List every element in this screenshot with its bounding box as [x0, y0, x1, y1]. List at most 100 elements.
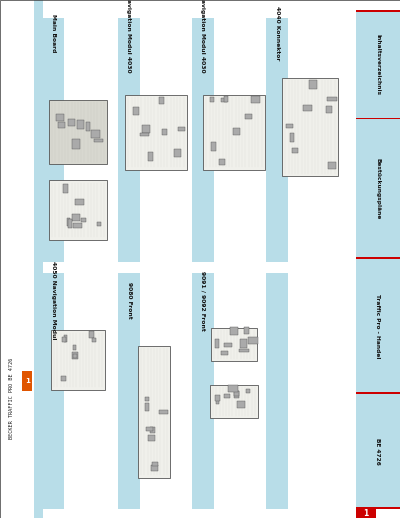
Bar [159, 410, 168, 413]
Bar [68, 219, 72, 228]
Bar [303, 105, 312, 111]
Bar [62, 337, 66, 342]
Bar [89, 330, 94, 338]
Text: Traffic Pro - Handel: Traffic Pro - Handel [376, 294, 380, 358]
Bar [118, 273, 140, 509]
Text: 9080 Front: 9080 Front [126, 282, 132, 319]
Bar [221, 351, 228, 355]
Bar [356, 507, 400, 509]
Bar [356, 509, 376, 518]
Bar [356, 259, 400, 394]
Text: 9091 / 9092 Front: 9091 / 9092 Front [200, 270, 206, 330]
Bar [239, 349, 248, 352]
Bar [219, 159, 225, 165]
Bar [228, 385, 238, 392]
Bar [86, 122, 90, 131]
Bar [356, 10, 400, 119]
Text: BECKER TRAFFIC PRO BE 4726: BECKER TRAFFIC PRO BE 4726 [10, 358, 14, 439]
Bar [97, 222, 100, 226]
Bar [292, 148, 298, 153]
Bar [140, 133, 149, 136]
Bar [64, 335, 67, 342]
Bar [142, 125, 150, 133]
Bar [328, 162, 336, 168]
Bar [356, 118, 400, 119]
Bar [326, 106, 332, 113]
Bar [233, 128, 240, 135]
Bar [192, 273, 214, 509]
Bar [246, 389, 250, 393]
Bar [138, 346, 170, 478]
Bar [72, 345, 76, 350]
Bar [42, 18, 64, 262]
Bar [174, 149, 181, 157]
Bar [92, 338, 96, 342]
Bar [327, 97, 337, 101]
Bar [56, 113, 64, 121]
Bar [152, 462, 158, 466]
Bar [356, 10, 400, 12]
Bar [245, 113, 252, 119]
Bar [72, 352, 78, 359]
Text: 1: 1 [363, 509, 368, 518]
Bar [148, 435, 156, 441]
Bar [72, 139, 80, 149]
Bar [61, 376, 66, 381]
Bar [0, 0, 34, 518]
Text: 4050 Navigation Modul: 4050 Navigation Modul [50, 261, 56, 340]
Text: Main Board: Main Board [50, 15, 56, 53]
Bar [150, 426, 155, 434]
Bar [58, 122, 65, 128]
Bar [244, 327, 249, 334]
Bar [148, 152, 153, 161]
Bar [356, 257, 400, 259]
Bar [224, 343, 232, 347]
Text: BE 4726: BE 4726 [376, 438, 380, 465]
Bar [215, 339, 219, 348]
Bar [356, 392, 400, 394]
Bar [73, 223, 82, 227]
Bar [248, 337, 258, 344]
Text: Navigation Modul 4030: Navigation Modul 4030 [200, 0, 206, 73]
Bar [76, 199, 84, 205]
Bar [203, 94, 265, 169]
Bar [222, 98, 227, 103]
Bar [309, 80, 316, 89]
Bar [210, 142, 216, 151]
Bar [178, 127, 184, 131]
Bar [77, 120, 84, 129]
Bar [216, 398, 219, 404]
Bar [251, 96, 260, 103]
Bar [72, 354, 77, 358]
Bar [237, 401, 245, 408]
Text: Bestückungspläne: Bestückungspläne [376, 159, 380, 220]
Bar [162, 129, 167, 135]
Bar [144, 397, 149, 401]
Bar [151, 465, 158, 470]
Bar [125, 94, 187, 169]
Bar [290, 133, 294, 141]
Bar [49, 180, 107, 239]
Bar [286, 124, 293, 128]
Bar [159, 97, 164, 104]
Text: Navigation Modul 4030: Navigation Modul 4030 [126, 0, 132, 73]
Bar [210, 97, 214, 102]
Bar [22, 371, 32, 391]
Bar [215, 395, 220, 401]
Bar [68, 119, 75, 126]
Bar [146, 427, 153, 431]
Bar [356, 394, 400, 509]
Bar [210, 384, 258, 419]
Bar [234, 392, 239, 396]
Bar [282, 78, 338, 176]
Bar [63, 184, 68, 193]
Bar [224, 394, 230, 398]
Bar [49, 99, 107, 164]
Bar [266, 273, 288, 509]
Bar [240, 339, 247, 348]
Bar [72, 214, 80, 221]
Bar [266, 18, 288, 262]
Bar [42, 273, 64, 509]
Bar [356, 119, 400, 259]
Bar [211, 327, 257, 362]
